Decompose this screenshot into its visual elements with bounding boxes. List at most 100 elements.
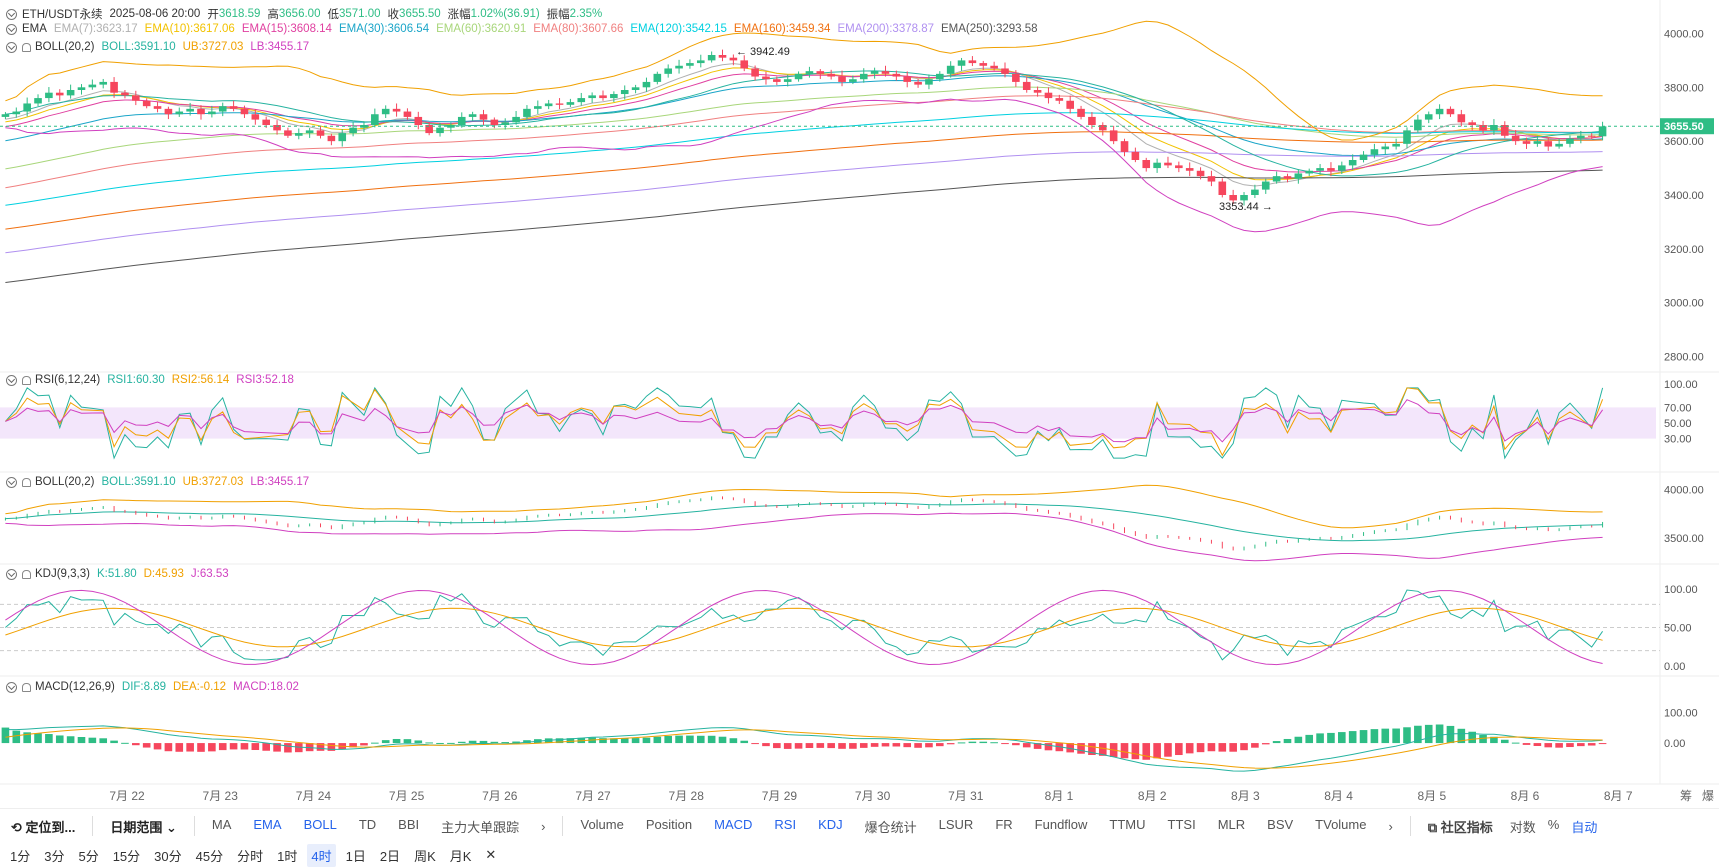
interval-分时[interactable]: 分时	[237, 848, 264, 864]
candle-body	[805, 71, 814, 74]
macd-histogram-bar	[403, 739, 412, 744]
indicator-ma[interactable]: MA	[211, 816, 232, 832]
candle-body	[1044, 92, 1053, 99]
interval-周K[interactable]: 周K	[414, 848, 436, 864]
macd-histogram-bar	[447, 742, 455, 744]
interval-1时[interactable]: 1时	[277, 848, 298, 864]
alert-bell-icon[interactable]	[22, 42, 31, 52]
macd-histogram-bar	[381, 740, 390, 744]
alert-bell-icon[interactable]	[22, 682, 31, 692]
candle-body	[936, 73, 944, 80]
indicator-mlr[interactable]: MLR	[1217, 816, 1246, 832]
indicator-ema[interactable]: EMA	[253, 816, 282, 832]
macd-histogram-bar	[294, 743, 303, 753]
interval-30分[interactable]: 30分	[154, 848, 182, 864]
macd-histogram-bar	[1185, 743, 1194, 754]
collapse-toggle-icon[interactable]	[6, 23, 17, 35]
macd-histogram-bar	[153, 743, 162, 750]
indicator-主力大单跟踪[interactable]: 主力大单跟踪	[441, 819, 520, 835]
macd-histogram-bar	[490, 741, 499, 744]
collapse-toggle-icon[interactable]	[6, 41, 17, 53]
indicator-fundflow[interactable]: Fundflow	[1034, 816, 1088, 832]
macd-histogram-bar	[316, 743, 325, 751]
interval-3分[interactable]: 3分	[44, 848, 65, 864]
candle-body	[338, 133, 347, 142]
candle-body	[1446, 108, 1455, 115]
collapse-toggle-icon[interactable]	[6, 568, 17, 580]
interval-1日[interactable]: 1日	[345, 848, 366, 864]
interval-15分[interactable]: 15分	[112, 848, 141, 864]
last-price-label: 3655.50	[1664, 121, 1704, 133]
indicator-tvolume[interactable]: TVolume	[1315, 816, 1367, 832]
macd-histogram-bar	[1251, 743, 1259, 748]
high-value: 3656.00	[278, 8, 321, 20]
collapse-toggle-icon[interactable]	[6, 681, 17, 693]
community-indicators-button[interactable]: ⧉ 社区指标	[1427, 819, 1493, 835]
macd-histogram-bar	[1, 727, 10, 744]
interval-5分[interactable]: 5分	[78, 848, 99, 864]
macd-histogram-bar	[1587, 743, 1596, 746]
indicator-volume[interactable]: Volume	[580, 816, 624, 832]
macd-histogram-bar	[1435, 724, 1444, 744]
indicator-bsv[interactable]: BSV	[1267, 816, 1294, 832]
rsi-legend: RSI(6,12,24) RSI1:60.30 RSI2:56.14 RSI3:52.…	[6, 374, 301, 386]
alert-bell-icon[interactable]	[22, 477, 31, 487]
macd-histogram-bar	[262, 743, 270, 751]
macd-histogram-bar	[610, 738, 618, 744]
indicator-macd[interactable]: MACD	[714, 816, 753, 832]
x-tick-label: 8月 7	[1604, 789, 1633, 803]
ema-line	[5, 70, 1603, 173]
alert-bell-icon[interactable]	[22, 569, 31, 579]
ema-legend: EMA EMA(7):3623.17 EMA(10):3617.06 EMA(15):…	[6, 23, 1045, 35]
scale-option[interactable]: %	[1547, 816, 1560, 832]
candle-body	[740, 60, 749, 69]
x-tick-label: 8月 6	[1511, 789, 1540, 803]
indicator-bbi[interactable]: BBI	[398, 816, 420, 832]
ema-line	[5, 169, 1603, 283]
alert-bell-icon[interactable]	[22, 375, 31, 385]
macd-histogram-bar	[990, 742, 998, 744]
close-icon[interactable]: ✕	[485, 847, 497, 862]
more-main-arrow-icon[interactable]: ›	[541, 818, 546, 834]
indicator-lsur[interactable]: LSUR	[938, 816, 974, 832]
indicator-boll[interactable]: BOLL	[303, 816, 337, 832]
interval-2日[interactable]: 2日	[379, 848, 401, 864]
scale-option[interactable]: 自动	[1571, 819, 1598, 835]
close-label: 收	[387, 9, 400, 21]
collapse-toggle-icon[interactable]	[6, 374, 17, 386]
indicator-rsi[interactable]: RSI	[774, 816, 797, 832]
candle-body	[1218, 181, 1227, 195]
collapse-toggle-icon[interactable]	[6, 476, 17, 488]
more-sub-arrow-icon[interactable]: ›	[1388, 818, 1393, 834]
indicator-ttmu[interactable]: TTMU	[1109, 816, 1146, 832]
indicator-position[interactable]: Position	[645, 816, 693, 832]
macd-histogram-bar	[794, 743, 803, 749]
candle-body	[1240, 195, 1248, 201]
locate-button[interactable]: ⟲ 定位到...	[11, 819, 76, 835]
candle-body	[479, 114, 488, 120]
legend-value: EMA(250):3293.58	[941, 23, 1038, 35]
candle-body	[729, 57, 738, 61]
candle-body	[1522, 141, 1531, 144]
right-side-label: 筹	[1680, 789, 1692, 803]
macd-histogram-bar	[653, 736, 662, 744]
scale-option[interactable]: 对数	[1509, 819, 1536, 835]
interval-4时[interactable]: 4时	[307, 843, 336, 867]
indicator-ttsi[interactable]: TTSI	[1167, 816, 1196, 832]
interval-1分[interactable]: 1分	[10, 848, 31, 864]
indicator-fr[interactable]: FR	[995, 816, 1013, 832]
change-value: 1.02%(36.91)	[470, 8, 540, 20]
indicator-td[interactable]: TD	[358, 816, 377, 832]
candle-body	[1577, 135, 1585, 139]
macd-histogram-bar	[66, 736, 75, 744]
chart-canvas[interactable]: 4000.00 3800.00 3600.00 3400.00 3200.00 3000.…	[0, 0, 1719, 808]
open-label: 开	[207, 9, 219, 21]
rsi-band	[0, 407, 1656, 439]
interval-45分[interactable]: 45分	[195, 848, 224, 864]
indicator-kdj[interactable]: KDJ	[818, 816, 843, 832]
interval-月K[interactable]: 月K	[449, 848, 472, 864]
collapse-toggle-icon[interactable]	[6, 8, 17, 20]
ema-line	[5, 95, 1603, 189]
indicator-爆仓统计[interactable]: 爆仓统计	[864, 819, 917, 835]
date-range-button[interactable]: 日期范围 ⌄	[110, 819, 177, 835]
